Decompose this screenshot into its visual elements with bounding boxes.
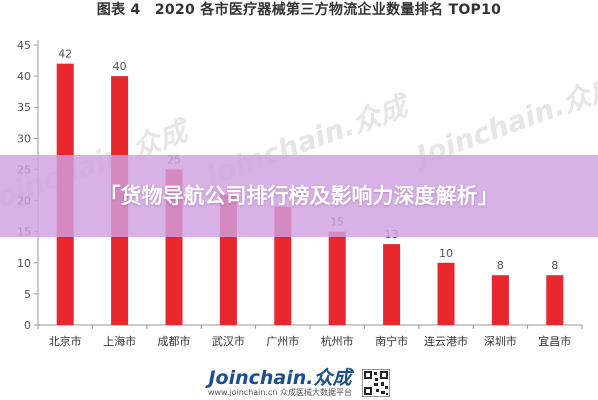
logo-subtitle: www.joinchain.cn 众成医械大数据平台: [207, 388, 353, 397]
y-tick-label: 5: [24, 288, 31, 301]
x-tick-label: 上海市: [103, 334, 136, 348]
headline-text: 「货物导航公司排行榜及影响力深度解析」: [99, 183, 499, 208]
x-tick-label: 杭州市: [321, 334, 354, 348]
x-tick-label: 武汉市: [212, 334, 245, 348]
bar-7: [383, 244, 401, 325]
bar-10: [546, 275, 564, 325]
qr-code-icon: [362, 369, 391, 397]
joinchain-logo: Joinchain.众成 www.joinchain.cn 众成医械大数据平台: [208, 368, 352, 398]
x-tick-label: 南宁市: [375, 334, 408, 348]
logo-text: Joinchain.众成: [208, 367, 352, 389]
x-tick-label: 深圳市: [484, 334, 517, 348]
data-label: 40: [113, 60, 127, 73]
y-tick-label: 45: [17, 39, 31, 52]
bar-8: [437, 262, 455, 325]
chart-title: 图表 4 2020 各市医疗器械第三方物流企业数量排名 TOP10: [96, 2, 502, 18]
headline-banner: 「货物导航公司排行榜及影响力深度解析」: [0, 155, 598, 237]
data-label: 42: [58, 48, 72, 61]
y-tick-label: 35: [17, 101, 31, 114]
x-tick-label: 北京市: [49, 334, 82, 348]
data-label: 8: [551, 259, 558, 272]
y-tick-label: 30: [17, 132, 31, 145]
y-tick-label: 40: [17, 70, 31, 83]
bar-6: [328, 231, 346, 325]
x-tick-label: 成都市: [158, 334, 191, 348]
x-tick-label: 连云港市: [424, 334, 468, 348]
data-label: 10: [439, 247, 453, 260]
x-tick-label: 宜昌市: [538, 334, 571, 348]
x-tick-label: 广州市: [266, 334, 299, 348]
footer: Joinchain.众成 www.joinchain.cn 众成医械大数据平台: [0, 366, 598, 400]
bar-9: [491, 275, 509, 325]
data-label: 8: [497, 259, 504, 272]
y-tick-label: 0: [24, 319, 31, 332]
y-tick-label: 10: [17, 257, 31, 270]
